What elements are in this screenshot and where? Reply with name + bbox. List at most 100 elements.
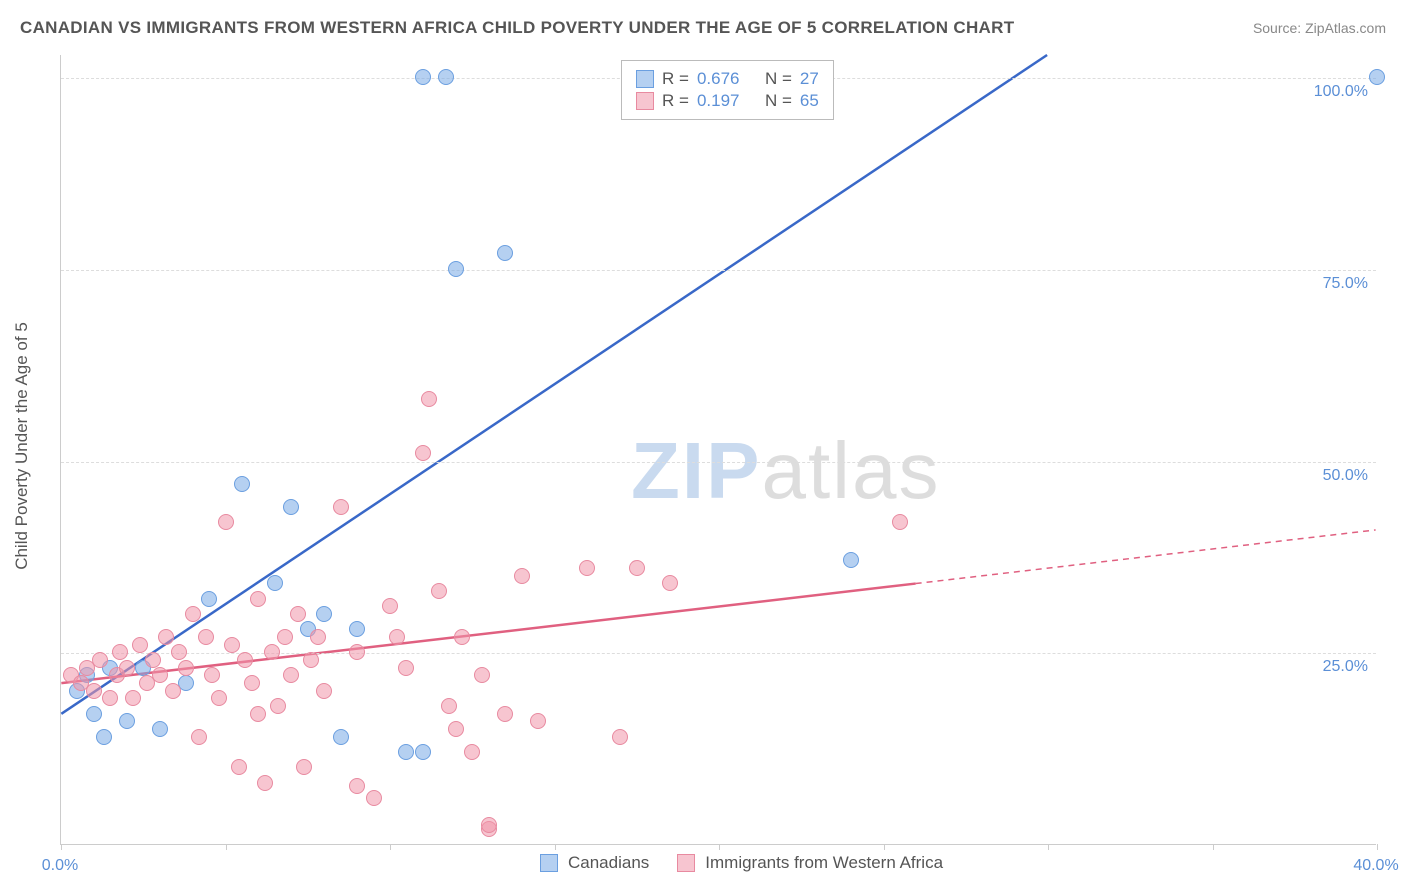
scatter-marker [267, 575, 283, 591]
legend-swatch [636, 92, 654, 110]
y-tick-label: 50.0% [1323, 467, 1368, 485]
scatter-marker [310, 629, 326, 645]
scatter-marker [86, 706, 102, 722]
correlation-legend-row: R =0.676 N =27 [636, 69, 819, 89]
scatter-marker [349, 621, 365, 637]
scatter-marker [629, 560, 645, 576]
scatter-marker [415, 744, 431, 760]
scatter-marker [119, 713, 135, 729]
scatter-marker [125, 690, 141, 706]
scatter-marker [290, 606, 306, 622]
scatter-marker [152, 667, 168, 683]
scatter-marker [145, 652, 161, 668]
scatter-marker [662, 575, 678, 591]
scatter-marker [497, 706, 513, 722]
scatter-marker [421, 391, 437, 407]
gridline-horizontal [61, 270, 1376, 271]
x-tick [226, 844, 227, 850]
x-tick [61, 844, 62, 850]
scatter-marker [211, 690, 227, 706]
gridline-horizontal [61, 462, 1376, 463]
scatter-marker [441, 698, 457, 714]
source-label: Source: [1253, 20, 1301, 36]
scatter-marker [201, 591, 217, 607]
scatter-marker [102, 690, 118, 706]
scatter-marker [481, 817, 497, 833]
scatter-marker [198, 629, 214, 645]
r-label: R = [662, 91, 689, 111]
scatter-marker [250, 706, 266, 722]
scatter-marker [283, 499, 299, 515]
scatter-marker [303, 652, 319, 668]
scatter-marker [316, 683, 332, 699]
source-attribution: Source: ZipAtlas.com [1253, 20, 1386, 36]
x-tick-label: 0.0% [42, 857, 78, 875]
y-tick-label: 100.0% [1314, 83, 1368, 101]
scatter-marker [843, 552, 859, 568]
legend-swatch [636, 70, 654, 88]
source-name: ZipAtlas.com [1305, 20, 1386, 36]
scatter-marker [382, 598, 398, 614]
trend-lines-layer [61, 55, 1376, 844]
y-axis-title: Child Poverty Under the Age of 5 [12, 322, 32, 570]
scatter-marker [231, 759, 247, 775]
legend-swatch [540, 854, 558, 872]
scatter-marker [514, 568, 530, 584]
scatter-marker [415, 69, 431, 85]
x-tick-label: 40.0% [1353, 857, 1398, 875]
r-value: 0.197 [697, 91, 740, 111]
scatter-marker [234, 476, 250, 492]
x-tick [390, 844, 391, 850]
scatter-marker [454, 629, 470, 645]
scatter-marker [448, 721, 464, 737]
r-value: 0.676 [697, 69, 740, 89]
scatter-marker [333, 729, 349, 745]
scatter-marker [892, 514, 908, 530]
series-legend: Canadians Immigrants from Western Africa [540, 853, 961, 873]
scatter-marker [464, 744, 480, 760]
scatter-marker [438, 69, 454, 85]
scatter-marker [86, 683, 102, 699]
scatter-marker [171, 644, 187, 660]
x-tick [1213, 844, 1214, 850]
scatter-marker [277, 629, 293, 645]
scatter-chart: ZIPatlas 25.0%50.0%75.0%100.0%R =0.676 N… [60, 55, 1376, 845]
scatter-marker [333, 499, 349, 515]
scatter-marker [296, 759, 312, 775]
scatter-marker [244, 675, 260, 691]
scatter-marker [224, 637, 240, 653]
legend-series-label: Immigrants from Western Africa [705, 853, 943, 873]
correlation-legend-row: R =0.197 N =65 [636, 91, 819, 111]
legend-swatch [677, 854, 695, 872]
scatter-marker [283, 667, 299, 683]
scatter-marker [415, 445, 431, 461]
scatter-marker [204, 667, 220, 683]
scatter-marker [349, 644, 365, 660]
scatter-marker [398, 744, 414, 760]
scatter-marker [92, 652, 108, 668]
scatter-marker [431, 583, 447, 599]
scatter-marker [218, 514, 234, 530]
scatter-marker [165, 683, 181, 699]
x-tick [1377, 844, 1378, 850]
gridline-horizontal [61, 653, 1376, 654]
scatter-marker [398, 660, 414, 676]
n-label: N = [765, 91, 792, 111]
scatter-marker [349, 778, 365, 794]
scatter-marker [112, 644, 128, 660]
scatter-marker [119, 660, 135, 676]
scatter-marker [389, 629, 405, 645]
n-value: 27 [800, 69, 819, 89]
legend-series-label: Canadians [568, 853, 649, 873]
scatter-marker [264, 644, 280, 660]
scatter-marker [612, 729, 628, 745]
chart-title: CANADIAN VS IMMIGRANTS FROM WESTERN AFRI… [20, 18, 1014, 38]
x-tick [1048, 844, 1049, 850]
trend-line [61, 55, 1047, 714]
scatter-marker [1369, 69, 1385, 85]
trend-line-extrapolated [916, 530, 1376, 584]
scatter-marker [474, 667, 490, 683]
scatter-marker [185, 606, 201, 622]
r-label: R = [662, 69, 689, 89]
scatter-marker [178, 660, 194, 676]
